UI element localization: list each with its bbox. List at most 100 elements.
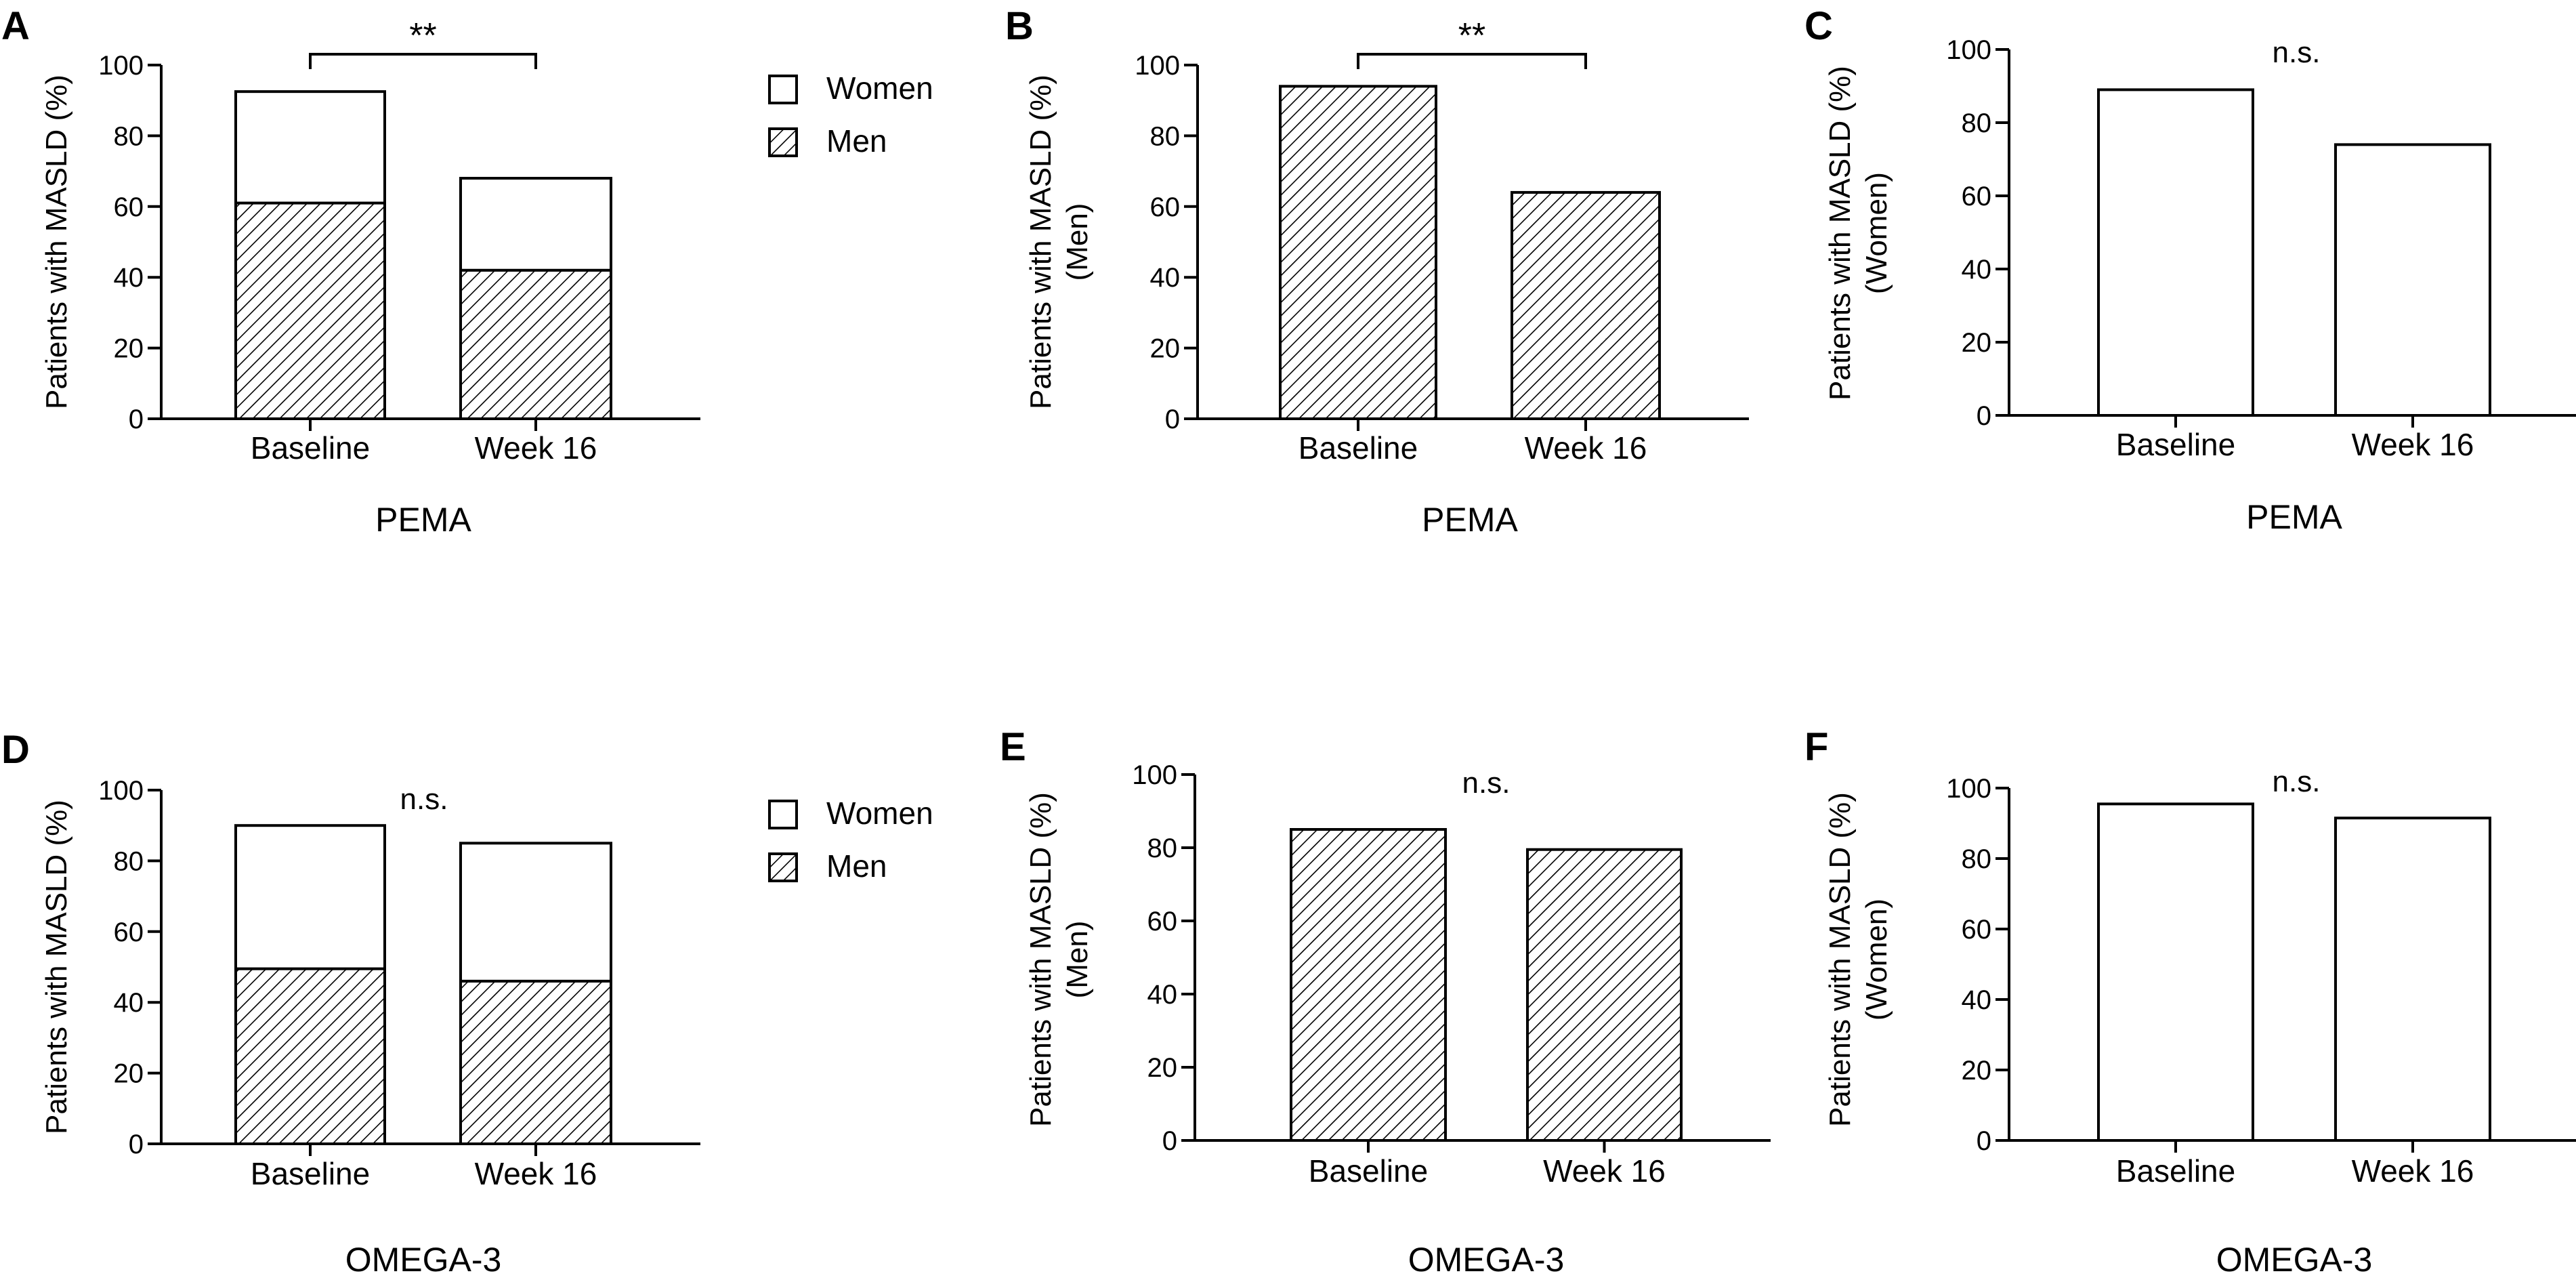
legend-swatch-men: [768, 127, 798, 157]
y-tick-label: 0: [129, 1130, 144, 1159]
panel-letter: E: [1000, 725, 1026, 769]
y-axis-label: (Men): [1061, 921, 1094, 999]
x-tick-label: Week 16: [2352, 1153, 2474, 1189]
y-tick-label: 80: [1962, 108, 1992, 138]
y-tick-label: 40: [1147, 980, 1178, 1010]
y-axis-label: Patients with MASLD (%): [1024, 75, 1057, 409]
bar-men-baseline: [234, 967, 386, 1145]
y-axis-label: Patients with MASLD (%): [1024, 792, 1057, 1127]
legend-label-women: Women: [826, 796, 933, 831]
y-tick-label: 60: [114, 192, 144, 222]
y-tick-label: 60: [1150, 192, 1181, 222]
bar-women-baseline: [2097, 802, 2254, 1142]
legend-swatch-women: [768, 800, 798, 829]
bar-women-baseline: [234, 90, 386, 205]
bar-men-baseline: [1279, 85, 1437, 420]
group-label: OMEGA-3: [345, 1241, 502, 1278]
bar-women-baseline: [2097, 88, 2254, 417]
y-tick-label: 80: [114, 846, 144, 876]
x-tick-label: Baseline: [2116, 1153, 2235, 1189]
y-tick-label: 40: [1150, 263, 1181, 293]
panel-b: B 0 20 40 60 80 100 Patients with MASLD (%) (Men…: [1005, 4, 1749, 539]
panel-letter: A: [1, 4, 30, 48]
y-tick-label: 100: [1132, 760, 1177, 790]
bar-women-week-16: [459, 177, 612, 272]
panel-letter: D: [1, 728, 30, 772]
x-tick-label: Week 16: [1543, 1153, 1666, 1189]
x-tick-label: Baseline: [251, 1156, 370, 1191]
legend-label-women: Women: [826, 70, 933, 106]
x-tick-label: Baseline: [251, 430, 370, 466]
y-tick-label: 100: [1135, 51, 1180, 81]
y-tick-label: 20: [1962, 1056, 1992, 1086]
y-axis-label: Patients with MASLD (%): [40, 75, 73, 409]
y-tick-label: 80: [1962, 844, 1992, 874]
x-tick-label: Week 16: [2352, 427, 2474, 462]
x-tick-label: Week 16: [475, 1156, 597, 1191]
y-axis-label: Patients with MASLD (%): [1823, 66, 1857, 400]
y-axis-label: (Women): [1860, 172, 1893, 294]
legend-swatch-women: [768, 75, 798, 104]
y-tick-label: 100: [1946, 35, 1991, 65]
group-label: PEMA: [2246, 498, 2342, 536]
legend-swatch-men: [768, 852, 798, 882]
y-tick-label: 100: [98, 776, 144, 806]
y-tick-label: 100: [98, 51, 144, 81]
significance-label: **: [1458, 16, 1485, 56]
bar-women-week-16: [2334, 143, 2491, 417]
y-tick-label: 60: [1962, 182, 1992, 211]
y-tick-label: 20: [114, 1059, 144, 1089]
bar-men-week-16: [1526, 848, 1683, 1142]
y-tick-label: 0: [1977, 401, 1991, 431]
x-tick-label: Baseline: [1298, 430, 1418, 466]
panel-f: F 0 20 40 60 80 100 Patients with MASLD (%) (Wom…: [1804, 725, 2576, 1278]
y-tick-label: 0: [1162, 1126, 1177, 1156]
significance-bracket: [1357, 53, 1587, 69]
group-label: PEMA: [1422, 501, 1518, 539]
y-tick-label: 0: [1165, 405, 1180, 434]
bar-women-baseline: [234, 824, 386, 970]
panel-d: D 0 20 40 60 80 100 Patients with MASLD (%) Base…: [1, 728, 933, 1278]
x-tick-label: Week 16: [475, 430, 597, 466]
x-tick-label: Baseline: [1309, 1153, 1428, 1189]
y-tick-label: 60: [1962, 915, 1992, 945]
y-axis-label: Patients with MASLD (%): [1823, 792, 1857, 1127]
significance-label: **: [409, 16, 436, 56]
group-label: OMEGA-3: [2216, 1241, 2373, 1278]
bar-men-baseline: [234, 201, 386, 420]
x-tick-label: Week 16: [1525, 430, 1647, 466]
bar-women-week-16: [2334, 817, 2491, 1142]
bar-men-baseline: [1290, 828, 1447, 1142]
y-tick-label: 40: [1962, 255, 1992, 285]
y-tick-label: 40: [114, 263, 144, 293]
significance-label: n.s.: [2273, 36, 2321, 69]
significance-label: n.s.: [1462, 766, 1511, 800]
panel-e: E 0 20 40 60 80 100 Patients with MASLD (%) (Men…: [1000, 725, 1771, 1278]
y-tick-label: 20: [1147, 1053, 1178, 1083]
panel-c: C 0 20 40 60 80 100 Patients with MASLD (%) (Wom…: [1804, 4, 2576, 536]
y-axis-label: (Men): [1061, 203, 1094, 281]
significance-label: n.s.: [400, 783, 448, 816]
y-tick-label: 0: [1977, 1126, 1991, 1156]
y-axis-label: (Women): [1860, 899, 1893, 1021]
panel-letter: C: [1804, 4, 1833, 48]
y-axis-label: Patients with MASLD (%): [40, 800, 73, 1134]
legend-label-men: Men: [826, 848, 887, 884]
y-tick-label: 20: [1962, 328, 1992, 358]
significance-bracket: [309, 53, 537, 69]
panel-letter: F: [1804, 725, 1828, 769]
bar-men-week-16: [459, 268, 612, 421]
group-label: PEMA: [375, 501, 471, 539]
x-tick-label: Baseline: [2116, 427, 2235, 462]
y-tick-label: 80: [1150, 121, 1181, 151]
bar-men-week-16: [1511, 190, 1661, 420]
y-tick-label: 40: [1962, 985, 1992, 1015]
bar-women-week-16: [459, 842, 612, 983]
panel-letter: B: [1005, 4, 1034, 48]
y-tick-label: 60: [114, 918, 144, 947]
significance-label: n.s.: [2273, 765, 2321, 798]
y-tick-label: 80: [114, 121, 144, 151]
y-tick-label: 40: [114, 988, 144, 1018]
legend: Women Men: [768, 796, 933, 884]
